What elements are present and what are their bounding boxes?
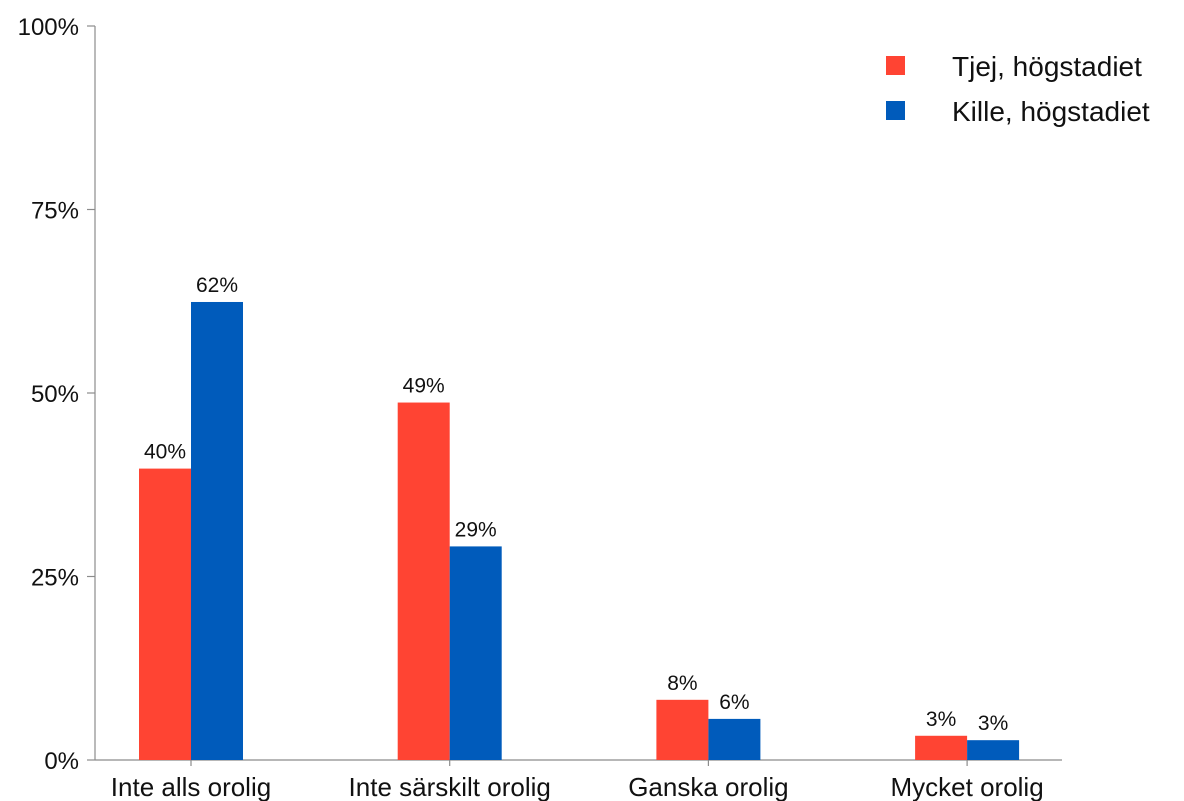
bar (139, 468, 191, 760)
data-labels: 40% 49% 8% 3% 62% 29% 6% 3% (144, 274, 1008, 735)
legend-label: Kille, högstadiet (952, 96, 1150, 127)
legend-swatch (886, 56, 905, 75)
legend-item: Kille, högstadiet (886, 96, 1150, 127)
x-category-label: Inte alls orolig (111, 772, 271, 801)
legend-item: Tjej, högstadiet (886, 51, 1142, 82)
legend-swatch (886, 101, 905, 120)
y-tick-label: 0% (44, 748, 79, 775)
data-label: 62% (196, 274, 238, 297)
legend: Tjej, högstadiet Kille, högstadiet (886, 51, 1150, 127)
y-tick-label: 50% (31, 381, 79, 408)
data-label: 49% (403, 375, 445, 398)
y-tick-label: 75% (31, 198, 79, 225)
bar (191, 301, 243, 760)
x-category-label: Mycket orolig (891, 772, 1044, 801)
y-tick-label: 25% (31, 565, 79, 592)
bar (967, 740, 1020, 760)
bar (449, 546, 502, 760)
bar (915, 735, 968, 760)
data-label: 3% (926, 708, 956, 731)
bar (656, 699, 709, 760)
data-label: 29% (455, 518, 497, 541)
bars (139, 301, 1020, 760)
x-category-label: Inte särskilt orolig (349, 772, 551, 801)
x-axis: Inte alls orolig Inte särskilt orolig Gans… (95, 759, 1062, 801)
x-category-label: Ganska orolig (628, 772, 788, 801)
y-tick-label: 100% (18, 14, 79, 41)
data-label: 8% (667, 672, 697, 695)
y-axis: 0% 25% 50% 75% 100% (18, 14, 96, 775)
legend-label: Tjej, högstadiet (952, 51, 1142, 82)
data-label: 6% (719, 691, 749, 714)
bar (397, 402, 450, 760)
data-label: 40% (144, 441, 186, 464)
bar (708, 718, 761, 760)
data-label: 3% (978, 712, 1008, 735)
